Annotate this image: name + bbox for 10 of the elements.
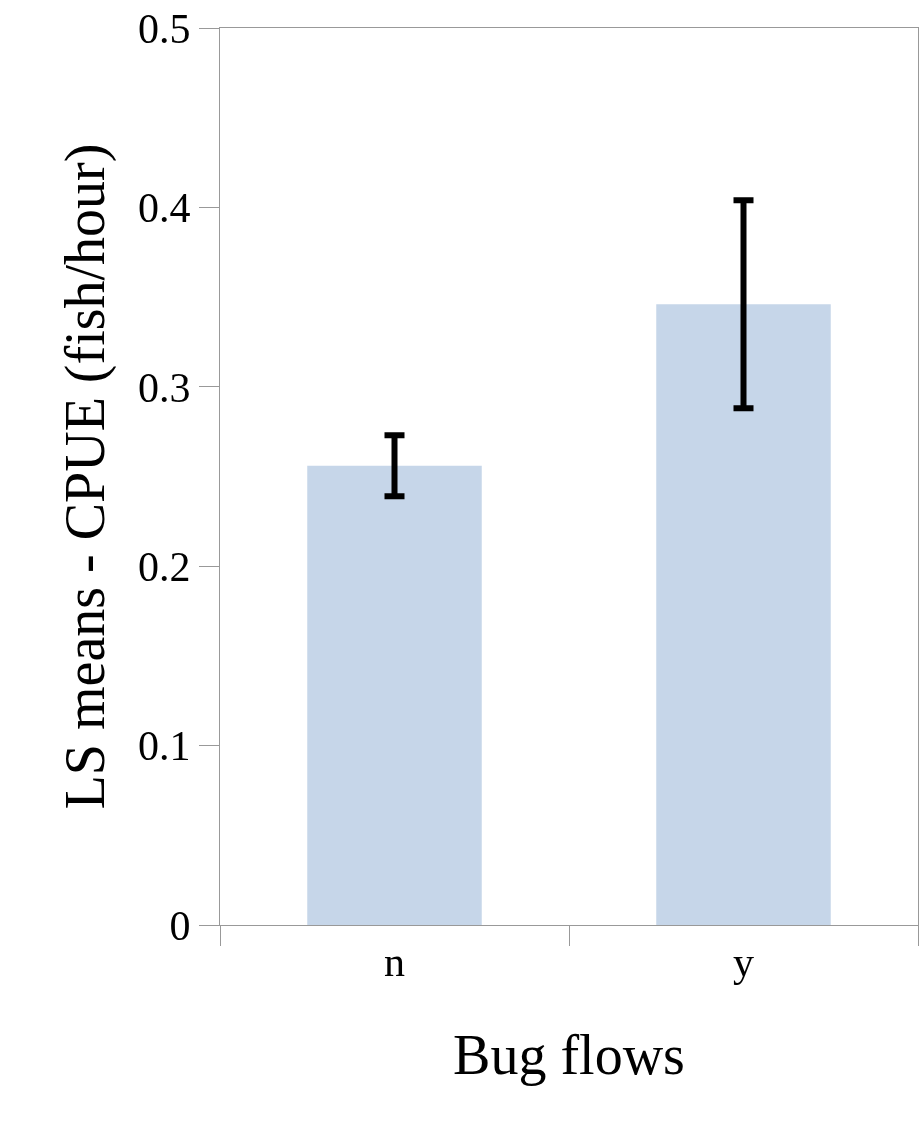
- y-tick-label: 0.1: [138, 723, 191, 770]
- y-axis-title: LS means - CPUE (fish/hour): [54, 143, 117, 810]
- y-tick-label: 0.3: [138, 364, 191, 411]
- y-tick-label: 0: [169, 902, 191, 949]
- y-tick-label: 0.5: [138, 5, 191, 52]
- y-tick-label: 0.4: [138, 185, 191, 232]
- x-tick-label: n: [384, 939, 405, 986]
- y-tick-label: 0.2: [138, 543, 191, 590]
- x-tick-label: y: [733, 939, 754, 986]
- x-axis-title: Bug flows: [453, 1024, 685, 1087]
